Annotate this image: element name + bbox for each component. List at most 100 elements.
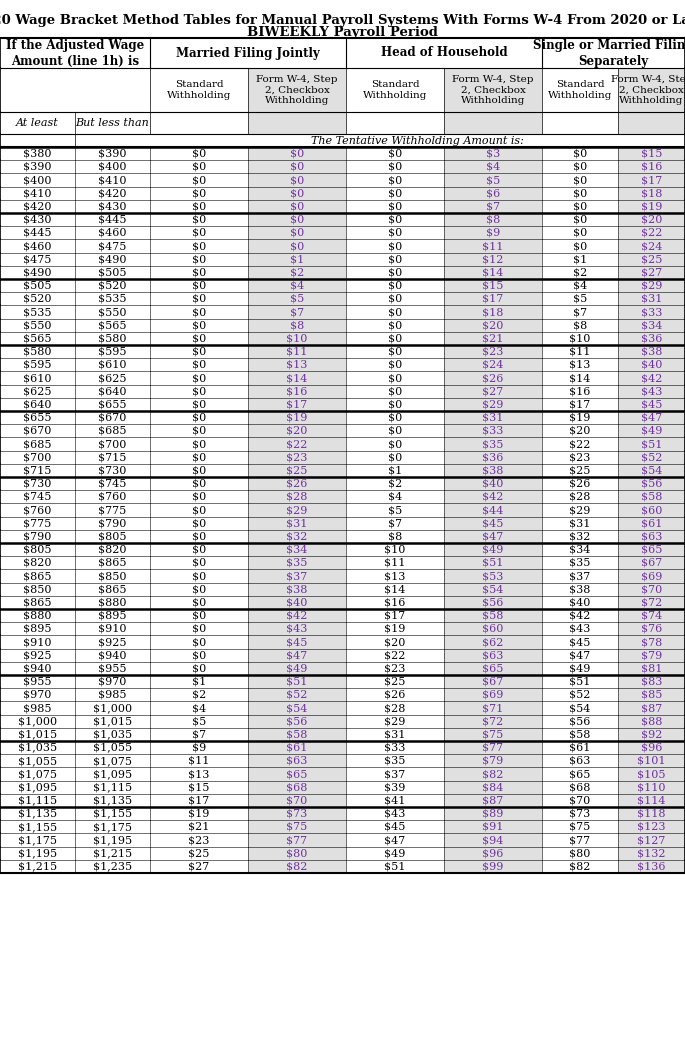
Text: $0: $0	[573, 189, 587, 198]
Bar	[346, 371, 444, 384]
Text: $31: $31	[569, 518, 590, 528]
Bar	[346, 438, 444, 450]
Text: $1,015: $1,015	[18, 729, 57, 740]
Text: $8: $8	[388, 531, 402, 542]
Text: $54: $54	[569, 703, 590, 713]
Bar	[75, 173, 150, 187]
Bar	[346, 266, 444, 279]
Text: $80: $80	[286, 848, 308, 859]
Text: $0: $0	[192, 492, 206, 502]
Text: $16: $16	[286, 387, 308, 396]
Bar	[346, 846, 444, 860]
Text: $96: $96	[482, 848, 503, 859]
Bar	[75, 846, 150, 860]
Bar	[618, 252, 685, 266]
Text: $29: $29	[482, 399, 503, 410]
Bar	[346, 490, 444, 503]
Bar	[248, 266, 346, 279]
Bar	[444, 767, 542, 780]
Bar	[346, 834, 444, 846]
Bar	[618, 794, 685, 807]
Text: $895: $895	[23, 624, 52, 634]
Bar	[75, 358, 150, 371]
Bar	[150, 767, 248, 780]
Text: $56: $56	[482, 597, 503, 607]
Bar	[618, 767, 685, 780]
Text: $22: $22	[384, 650, 406, 661]
Text: $21: $21	[188, 822, 210, 832]
Bar	[346, 715, 444, 727]
Text: $0: $0	[192, 399, 206, 410]
Bar	[444, 807, 542, 820]
Bar	[542, 411, 618, 424]
Text: $0: $0	[388, 268, 402, 277]
Bar	[346, 450, 444, 464]
Bar	[75, 319, 150, 331]
Bar	[346, 147, 444, 160]
Bar	[346, 636, 444, 648]
Bar	[346, 529, 444, 543]
Text: $895: $895	[98, 611, 127, 621]
Bar	[75, 292, 150, 305]
Bar	[444, 477, 542, 490]
Bar	[0, 727, 75, 741]
Text: $123: $123	[637, 822, 666, 832]
Bar	[150, 477, 248, 490]
Text: $73: $73	[286, 809, 308, 819]
Text: $535: $535	[23, 307, 52, 317]
Bar	[618, 517, 685, 529]
Bar	[618, 556, 685, 569]
Text: $790: $790	[23, 531, 51, 542]
Bar	[150, 464, 248, 477]
Bar	[248, 636, 346, 648]
Bar	[0, 398, 75, 411]
Bar	[75, 240, 150, 252]
Bar	[150, 675, 248, 688]
Bar	[346, 252, 444, 266]
Text: $51: $51	[482, 557, 503, 568]
Bar	[444, 727, 542, 741]
Text: $970: $970	[99, 676, 127, 687]
Text: $82: $82	[482, 769, 503, 779]
Bar	[542, 741, 618, 754]
Text: $0: $0	[388, 413, 402, 423]
Text: Form W-4, Step
2, Checkbox
Withholding: Form W-4, Step 2, Checkbox Withholding	[452, 75, 534, 105]
Text: $400: $400	[98, 162, 127, 172]
Text: $4: $4	[192, 703, 206, 713]
Bar	[248, 727, 346, 741]
Text: $35: $35	[286, 557, 308, 568]
Text: $0: $0	[290, 189, 304, 198]
Text: $52: $52	[569, 690, 590, 700]
Bar	[150, 569, 248, 582]
Bar	[75, 438, 150, 450]
Text: $33: $33	[384, 743, 406, 752]
Text: $775: $775	[99, 505, 127, 515]
Bar	[542, 187, 618, 200]
Bar	[346, 187, 444, 200]
Bar	[150, 450, 248, 464]
Text: $25: $25	[640, 254, 662, 265]
Bar	[618, 834, 685, 846]
Text: $17: $17	[641, 175, 662, 185]
Bar	[248, 834, 346, 846]
Text: $8: $8	[486, 215, 500, 225]
Text: $16: $16	[640, 162, 662, 172]
Bar	[444, 187, 542, 200]
Text: $87: $87	[641, 703, 662, 713]
Text: $0: $0	[192, 320, 206, 330]
Bar	[248, 384, 346, 398]
Text: $535: $535	[98, 294, 127, 304]
Text: $685: $685	[98, 426, 127, 436]
Bar	[346, 517, 444, 529]
Text: $9: $9	[486, 228, 500, 238]
Bar	[150, 398, 248, 411]
Text: $44: $44	[482, 505, 503, 515]
Bar	[248, 160, 346, 173]
Text: $0: $0	[388, 175, 402, 185]
Text: $550: $550	[98, 307, 127, 317]
Text: $0: $0	[388, 399, 402, 410]
Bar	[0, 424, 75, 438]
Text: $84: $84	[482, 783, 503, 792]
Bar	[542, 358, 618, 371]
Bar	[444, 741, 542, 754]
